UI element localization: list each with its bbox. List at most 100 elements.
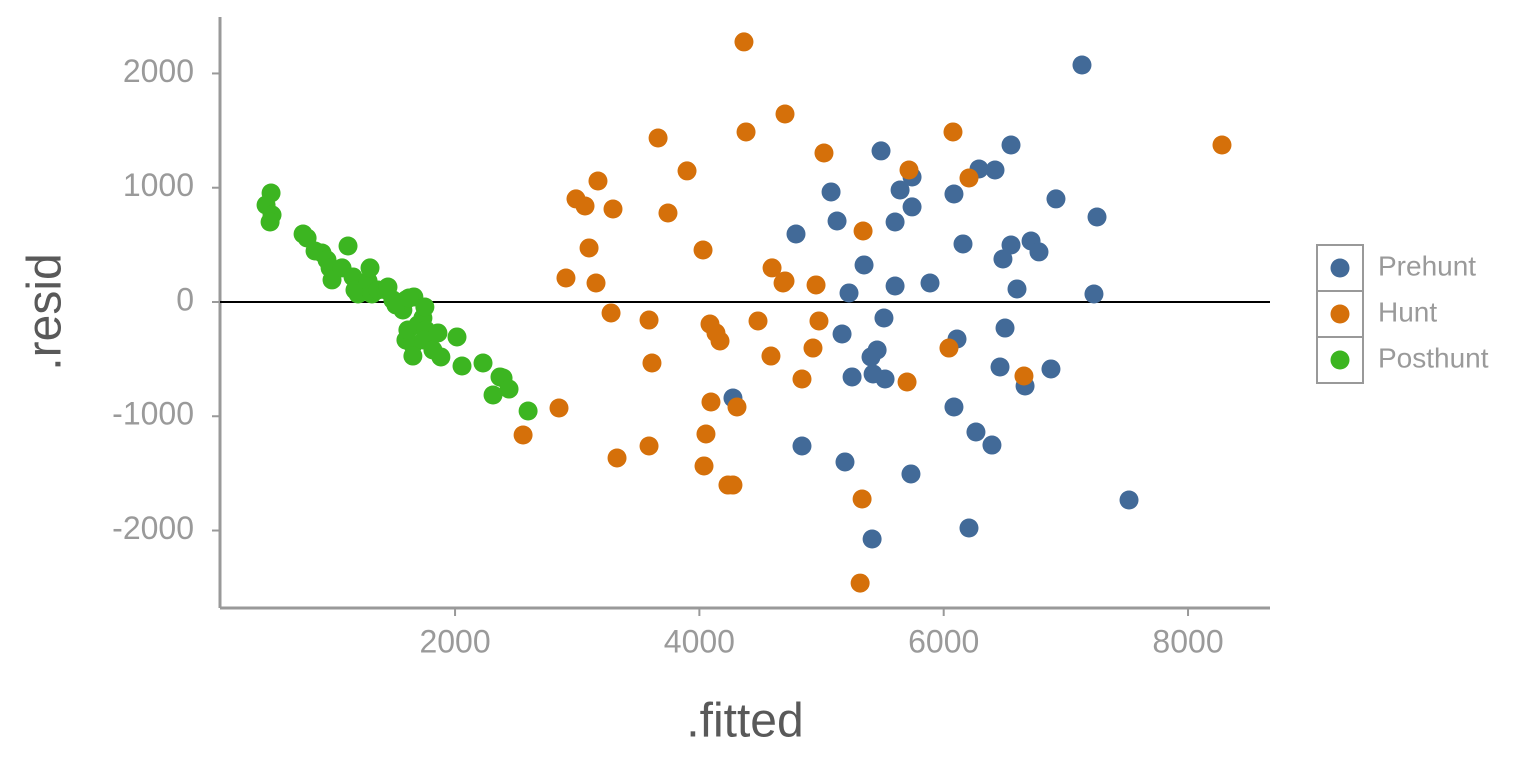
legend-symbol [1330, 350, 1350, 370]
point [575, 196, 595, 216]
point [993, 249, 1013, 269]
point [1087, 207, 1107, 227]
legend-label: Posthunt [1378, 342, 1489, 373]
point [901, 464, 921, 484]
point [556, 268, 576, 288]
point [693, 240, 713, 260]
y-tick-label: -2000 [112, 510, 194, 546]
y-axis-title: .resid [19, 253, 72, 370]
point [642, 353, 662, 373]
point [677, 161, 697, 181]
point [839, 283, 859, 303]
point [803, 338, 823, 358]
point [1072, 55, 1092, 75]
point [601, 303, 621, 323]
point [1007, 279, 1027, 299]
point [1212, 135, 1232, 155]
point [701, 392, 721, 412]
point [953, 234, 973, 254]
point [966, 422, 986, 442]
legend-label: Prehunt [1378, 250, 1476, 281]
point [959, 518, 979, 538]
x-tick-label: 2000 [419, 623, 490, 659]
point [518, 401, 538, 421]
point [827, 211, 847, 231]
point [648, 128, 668, 148]
point [762, 258, 782, 278]
point [854, 255, 874, 275]
y-tick-label: 1000 [123, 167, 194, 203]
point [338, 236, 358, 256]
point [943, 122, 963, 142]
point [696, 424, 716, 444]
point [727, 397, 747, 417]
x-tick-label: 6000 [908, 623, 979, 659]
point [607, 448, 627, 468]
legend-symbol [1330, 304, 1350, 324]
point [588, 171, 608, 191]
point [734, 32, 754, 52]
point [452, 356, 472, 376]
point [447, 327, 467, 347]
point [806, 275, 826, 295]
point [850, 573, 870, 593]
point [403, 346, 423, 366]
point [586, 273, 606, 293]
point [835, 452, 855, 472]
point [761, 346, 781, 366]
point [871, 141, 891, 161]
point [736, 122, 756, 142]
point [1001, 135, 1021, 155]
point [786, 224, 806, 244]
point [944, 397, 964, 417]
point [658, 203, 678, 223]
point [995, 318, 1015, 338]
point [982, 435, 1002, 455]
point [897, 372, 917, 392]
point [773, 273, 793, 293]
point [885, 212, 905, 232]
point [483, 385, 503, 405]
point [348, 284, 368, 304]
point [579, 238, 599, 258]
point [775, 104, 795, 124]
point [832, 324, 852, 344]
point [1029, 242, 1049, 262]
y-tick-label: 2000 [123, 53, 194, 89]
point [1119, 490, 1139, 510]
point [814, 143, 834, 163]
point [639, 436, 659, 456]
point [792, 436, 812, 456]
point [1046, 189, 1066, 209]
point [990, 357, 1010, 377]
point [959, 168, 979, 188]
point [852, 489, 872, 509]
point [899, 160, 919, 180]
point [360, 258, 380, 278]
point [890, 180, 910, 200]
point [863, 364, 883, 384]
x-axis-title: .fitted [686, 695, 803, 748]
point [985, 160, 1005, 180]
point [431, 347, 451, 367]
point [473, 353, 493, 373]
x-tick-label: 4000 [664, 623, 735, 659]
point [399, 288, 419, 308]
point [842, 367, 862, 387]
point [853, 221, 873, 241]
point [1041, 359, 1061, 379]
point [809, 311, 829, 331]
point [603, 199, 623, 219]
point [1014, 366, 1034, 386]
x-tick-label: 8000 [1152, 623, 1223, 659]
point [639, 310, 659, 330]
point [723, 475, 743, 495]
point [499, 379, 519, 399]
y-tick-label: -1000 [112, 396, 194, 432]
y-tick-label: 0 [176, 281, 194, 317]
point [428, 323, 448, 343]
point [821, 182, 841, 202]
point [710, 331, 730, 351]
point [694, 456, 714, 476]
